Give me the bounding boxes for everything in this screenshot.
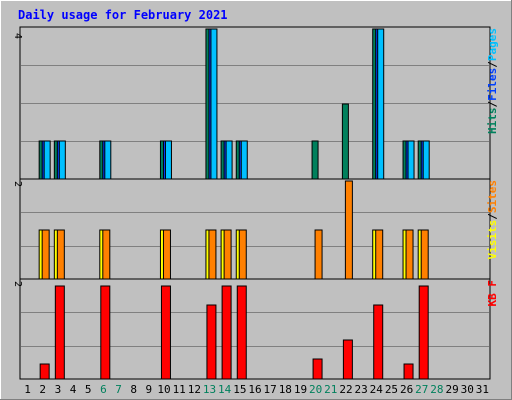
x-tick-label-day-28: 28 [430,383,443,396]
bar-kbytes-day-10 [160,285,171,380]
x-axis-labels: 1 2 3 4 5 6 7 8 9 10 11 12 13 14 15 16 17 18 19 20 21 22 23 24 2… [24,383,489,396]
bar-pages-day-13 [210,28,218,180]
legend-sep-1: / [486,61,499,68]
bar-pages-day-6 [104,140,112,180]
x-tick-label-day-17: 17 [264,383,277,396]
bar-kbytes-day-24 [373,304,384,380]
x-tick-label-day-9: 9 [146,383,153,396]
x-tick-label-day-26: 26 [400,383,413,396]
bar-kbytes-day-13 [206,304,217,380]
panel-3-ymax-label: 2 [12,281,23,287]
bar-sites-day-14 [223,229,232,280]
bar-sites-day-22 [344,180,353,280]
panel-1-ymax-label: 4 [12,33,23,39]
legend-sep-3: / [486,213,499,220]
bar-pages-day-24 [377,28,385,180]
bar-kbytes-day-6 [100,285,111,380]
bar-pages-day-10 [164,140,172,180]
x-tick-label-day-10: 10 [157,383,170,396]
legend-panel-3: KB F [486,280,499,307]
legend-pages: Pages [486,28,499,61]
bar-pages-day-27 [422,140,430,180]
bar-sites-day-10 [162,229,171,280]
x-tick-label-day-15: 15 [233,383,246,396]
bar-sites-day-3 [56,229,65,280]
bar-pages-day-3 [58,140,66,180]
x-tick-label-day-13: 13 [203,383,216,396]
bar-pages-day-15 [240,140,248,180]
legend-sites: Sites [486,180,499,213]
legend-sep-2: / [486,101,499,108]
x-tick-label-day-5: 5 [85,383,92,396]
legend-panel-2: Visits/Sites [486,180,499,260]
x-tick-label-day-20: 20 [309,383,322,396]
bar-hits-day-22 [341,103,349,180]
legend-hits: Hits [486,108,499,135]
panel-2-ymax-label: 2 [12,181,23,187]
x-tick-label-day-3: 3 [55,383,62,396]
panel-3-frame [19,278,491,380]
x-tick-label-day-18: 18 [279,383,292,396]
legend-visits: Visits [486,220,499,260]
x-tick-label-day-14: 14 [218,383,232,396]
x-tick-label-day-4: 4 [70,383,77,396]
x-tick-label-day-7: 7 [115,383,122,396]
x-tick-label-day-16: 16 [248,383,261,396]
x-tick-label-day-12: 12 [188,383,201,396]
bars-layer [38,28,430,380]
bar-sites-day-26 [405,229,414,280]
x-tick-label-day-1: 1 [24,383,31,396]
bar-kbytes-day-3 [54,285,65,380]
bar-sites-day-20 [314,229,323,280]
bar-sites-day-15 [238,229,247,280]
bar-sites-day-6 [102,229,111,280]
legend-panel-1: Hits/Files/Pages [486,28,499,134]
bar-kbytes-day-20 [312,358,323,380]
x-tick-label-day-27: 27 [415,383,428,396]
bar-kbytes-day-2 [39,363,50,380]
x-tick-label-day-21: 21 [324,383,337,396]
bar-sites-day-27 [420,229,429,280]
bar-sites-day-13 [208,229,217,280]
bar-hits-day-20 [311,140,319,180]
x-tick-label-day-31: 31 [476,383,489,396]
legend-files: Files [486,68,499,101]
legend-kbytes: KB F [486,280,499,307]
x-tick-label-day-29: 29 [445,383,458,396]
bar-sites-day-24 [375,229,384,280]
x-tick-label-day-2: 2 [39,383,46,396]
bar-sites-day-2 [41,229,50,280]
bar-kbytes-day-26 [403,363,414,380]
bar-kbytes-day-27 [418,285,429,380]
x-tick-label-day-22: 22 [339,383,352,396]
bar-pages-day-26 [407,140,415,180]
x-tick-label-day-19: 19 [294,383,307,396]
bar-kbytes-day-14 [221,285,232,380]
x-tick-label-day-8: 8 [130,383,137,396]
bar-kbytes-day-22 [342,339,353,380]
x-tick-label-day-30: 30 [461,383,474,396]
bar-pages-day-14 [225,140,233,180]
x-tick-label-day-6: 6 [100,383,107,396]
bar-kbytes-day-15 [236,285,247,380]
bar-pages-day-2 [43,140,51,180]
x-tick-label-day-24: 24 [370,383,384,396]
chart-title: Daily usage for February 2021 [18,8,228,22]
x-tick-label-day-25: 25 [385,383,398,396]
x-tick-label-day-23: 23 [355,383,368,396]
x-tick-label-day-11: 11 [173,383,186,396]
